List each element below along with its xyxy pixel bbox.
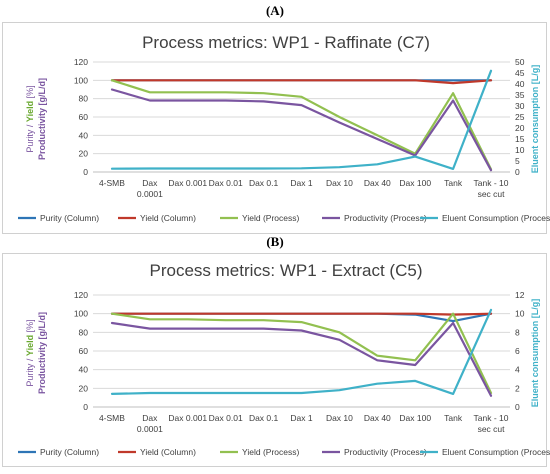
x-tick-label: sec cut (478, 424, 506, 434)
y-left-axis-label-productivity: Productivity [g/L/d] (37, 312, 47, 394)
legend-label: Productivity (Process) (344, 213, 427, 223)
x-tick-label: Tank (444, 178, 463, 188)
y-left-axis-label-part: [%] (25, 319, 35, 335)
x-tick-label: Dax 0.001 (168, 413, 207, 423)
y-left-tick-label: 60 (79, 346, 89, 356)
y-left-tick-label: 0 (83, 402, 88, 412)
series-line-yield-column (110, 79, 493, 85)
chart-panel-b: (B) Process metrics: WP1 - Extract (C5) 0 2… (2, 234, 550, 467)
x-tick-label: Dax 0.1 (249, 178, 279, 188)
x-tick-label: 0.0001 (137, 424, 163, 434)
y-right-tick-label: 10 (515, 145, 525, 155)
x-tick-label: Dax 40 (364, 413, 391, 423)
series-line-eluent-consumption-process (110, 308, 493, 395)
y-left-tick-label: 80 (79, 94, 89, 104)
legend-label: Purity (Column) (40, 213, 99, 223)
y-right-tick-label: 12 (515, 290, 525, 300)
y-left-tick-label: 0 (83, 167, 88, 177)
y-right-tick-label: 50 (515, 57, 525, 67)
y-right-tick-label: 0 (515, 402, 520, 412)
x-tick-label: Dax 0.01 (209, 178, 243, 188)
x-tick-label: Dax 10 (326, 413, 353, 423)
y-right-tick-label: 15 (515, 134, 525, 144)
x-tick-label: 0.0001 (137, 189, 163, 199)
series-line-yield-process (110, 312, 493, 395)
y-left-tick-label: 100 (74, 75, 88, 85)
legend-label: Purity (Column) (40, 447, 99, 457)
x-tick-label: Dax 0.01 (209, 413, 243, 423)
legend-label: Yield (Process) (242, 447, 299, 457)
x-tick-label: sec cut (478, 189, 506, 199)
x-tick-label: Dax 40 (364, 178, 391, 188)
y-right-tick-label: 6 (515, 346, 520, 356)
y-right-tick-label: 2 (515, 383, 520, 393)
x-tick-label: Dax 100 (399, 178, 431, 188)
series-line-eluent-consumption-process (110, 69, 493, 170)
legend-label: Yield (Column) (140, 447, 196, 457)
y-right-tick-label: 40 (515, 79, 525, 89)
y-right-tick-label: 30 (515, 101, 525, 111)
legend-label: Yield (Process) (242, 213, 299, 223)
legend-label: Productivity (Process) (344, 447, 427, 457)
y-right-tick-label: 35 (515, 90, 525, 100)
legend-label: Eluent Consumption (Process) (442, 447, 550, 457)
y-left-axis-label-part: Purity / (25, 122, 35, 153)
y-left-tick-label: 40 (79, 130, 89, 140)
x-tick-label: Dax 100 (399, 413, 431, 423)
series-line-yield-column (110, 312, 493, 316)
x-tick-label: Dax 1 (290, 413, 312, 423)
y-left-tick-label: 40 (79, 365, 89, 375)
y-left-axis-label-part: Purity / (25, 356, 35, 387)
y-left-tick-label: 80 (79, 327, 89, 337)
y-right-tick-label: 0 (515, 167, 520, 177)
y-left-axis-label-part: Yield (25, 335, 35, 356)
y-left-tick-label: 100 (74, 309, 88, 319)
y-left-tick-label: 120 (74, 290, 88, 300)
x-tick-label: Dax 0.1 (249, 413, 279, 423)
y-right-tick-label: 10 (515, 309, 525, 319)
chart-panel-a: (A) Process metrics: WP1 - Raffinate (C7)… (2, 3, 550, 234)
x-tick-label: Tank - 10 (474, 413, 509, 423)
y-right-tick-label: 8 (515, 327, 520, 337)
panel-label: (B) (266, 234, 283, 249)
y-left-axis-label: Purity / Yield [%] (25, 85, 35, 152)
y-left-axis-label-part: Yield (25, 101, 35, 122)
x-tick-label: Dax 0.001 (168, 178, 207, 188)
y-left-axis-label-part: [%] (25, 85, 35, 101)
chart-frame (2, 22, 547, 234)
y-right-tick-label: 45 (515, 68, 525, 78)
y-right-tick-label: 20 (515, 123, 525, 133)
legend-label: Eluent Consumption (Process) (442, 213, 550, 223)
y-right-tick-label: 25 (515, 112, 525, 122)
legend-label: Yield (Column) (140, 213, 196, 223)
y-left-tick-label: 60 (79, 112, 89, 122)
x-tick-label: Dax (142, 413, 158, 423)
y-left-tick-label: 120 (74, 57, 88, 67)
x-tick-label: Tank - 10 (474, 178, 509, 188)
y-right-tick-label: 5 (515, 156, 520, 166)
series-line-productivity-process (110, 321, 493, 397)
y-right-axis-label: Eluent consumption [L/g] (530, 65, 540, 174)
y-left-tick-label: 20 (79, 149, 89, 159)
chart-frame (2, 253, 547, 467)
y-left-axis-label-productivity: Productivity [g/L/d] (37, 78, 47, 160)
panel-label: (A) (266, 3, 284, 18)
x-tick-label: 4-SMB (99, 413, 125, 423)
series-line-productivity-process (110, 88, 493, 172)
chart-title: Process metrics: WP1 - Raffinate (C7) (142, 33, 430, 52)
chart-title: Process metrics: WP1 - Extract (C5) (150, 261, 423, 280)
x-tick-label: 4-SMB (99, 178, 125, 188)
x-tick-label: Dax 10 (326, 178, 353, 188)
x-tick-label: Dax (142, 178, 158, 188)
x-tick-label: Dax 1 (290, 178, 312, 188)
x-tick-label: Tank (444, 413, 463, 423)
y-right-axis-label: Eluent consumption [L/g] (530, 299, 540, 408)
series-line-yield-process (110, 79, 493, 171)
y-left-axis-label: Purity / Yield [%] (25, 319, 35, 386)
y-left-tick-label: 20 (79, 383, 89, 393)
y-right-tick-label: 4 (515, 365, 520, 375)
